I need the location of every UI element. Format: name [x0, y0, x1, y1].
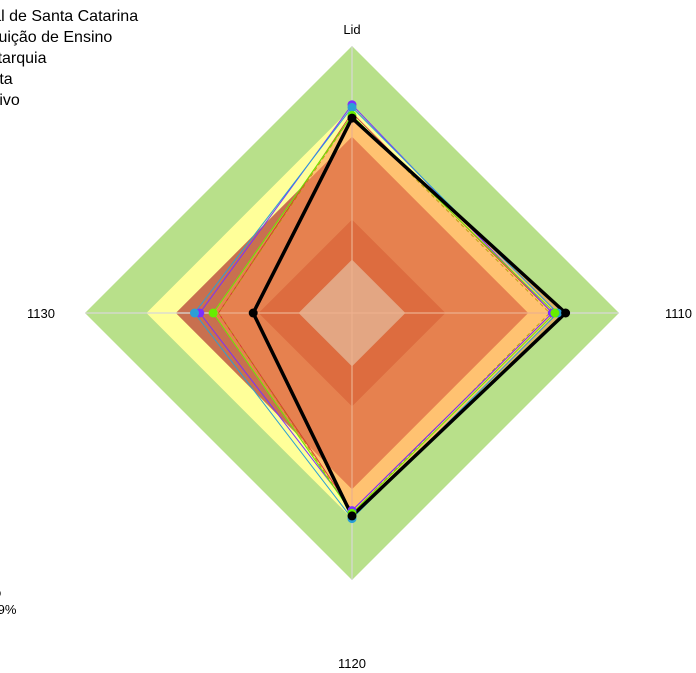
- series-0-point-0: [347, 113, 357, 123]
- header-line: cutivo: [0, 92, 20, 109]
- series-2-point-0: [347, 102, 357, 112]
- axis-label-2: 1120: [338, 656, 366, 671]
- header-line: lireta: [0, 71, 13, 88]
- series-3-point-1: [550, 308, 560, 318]
- chart-footnote: o,9%: [0, 584, 16, 618]
- series-0-point-1: [561, 308, 571, 318]
- series-0-point-2: [347, 511, 357, 521]
- header-line: eral de Santa Catarina: [0, 8, 139, 25]
- footnote-line: o: [0, 584, 16, 601]
- series-0-point-3: [248, 308, 258, 318]
- axis-label-1: 1110: [665, 306, 692, 321]
- header-line: Autarquia: [0, 50, 47, 67]
- series-2-point-3: [190, 308, 199, 318]
- axis-labels: Lid 1110 1120 1130: [27, 22, 692, 671]
- chart-header: eral de Santa Catarina stituição de Ensin…: [0, 6, 138, 111]
- axis-label-0: Lid: [343, 22, 360, 37]
- axis-label-3: 1130: [27, 306, 55, 321]
- series-markers: [190, 100, 571, 524]
- series-3-point-3: [208, 308, 218, 318]
- header-line: stituição de Ensino: [0, 29, 113, 46]
- footnote-line: ,9%: [0, 602, 17, 617]
